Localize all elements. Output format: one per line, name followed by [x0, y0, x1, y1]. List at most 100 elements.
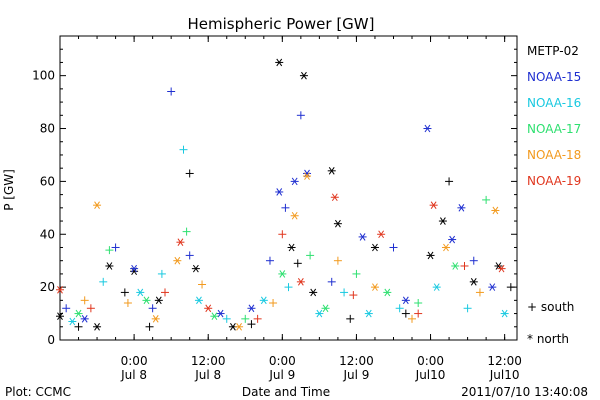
data-point-south	[145, 322, 154, 331]
data-point-south	[389, 243, 398, 252]
data-point-north	[370, 283, 379, 291]
data-point-north	[303, 172, 312, 180]
data-point-south	[198, 280, 207, 289]
chart-title: Hemispheric Power [GW]	[188, 15, 375, 33]
data-point-north	[441, 243, 450, 252]
data-point-south	[349, 291, 358, 300]
data-point-south	[179, 145, 188, 154]
x-tick-label-time: 0:00	[269, 354, 296, 368]
y-axis: 0 20 40 60 80 100	[32, 48, 517, 347]
data-point-south	[463, 304, 472, 313]
data-point-north	[358, 233, 367, 241]
x-tick-label-time: 0:00	[417, 354, 444, 368]
legend-entry: METP-02	[527, 44, 579, 58]
data-point-south	[99, 277, 108, 286]
data-point-south	[80, 296, 89, 305]
y-tick-label: 80	[40, 122, 55, 136]
data-point-north	[93, 201, 102, 209]
data-point-north	[488, 283, 497, 291]
x-tick-label-date: Jul 9	[342, 368, 369, 382]
data-point-north	[296, 278, 305, 286]
data-point-north	[364, 309, 373, 318]
x-tick-label-date: Jul10	[415, 368, 446, 382]
data-point-south	[475, 288, 484, 297]
data-point-north	[448, 235, 457, 244]
data-point-north	[105, 262, 114, 270]
data-point-north	[216, 309, 225, 318]
data-point-south	[469, 256, 478, 265]
data-point-north	[429, 201, 438, 209]
y-tick-label: 20	[40, 280, 55, 294]
data-point-south	[414, 298, 423, 307]
data-point-south	[460, 261, 469, 270]
x-tick-label-time: 12:00	[191, 354, 226, 368]
data-point-north	[469, 278, 478, 286]
data-point-north	[315, 309, 324, 318]
data-point-south	[482, 195, 491, 204]
data-point-south	[293, 259, 302, 268]
data-point-north	[383, 288, 392, 297]
data-point-south	[352, 269, 361, 278]
data-point-south	[241, 314, 250, 323]
data-point-north	[497, 264, 506, 273]
data-point-north	[136, 288, 145, 297]
data-point-north	[309, 288, 318, 297]
data-point-north	[333, 219, 342, 228]
data-point-north	[426, 251, 435, 260]
data-point-north	[191, 264, 200, 273]
data-point-north	[287, 243, 296, 252]
data-points	[56, 58, 515, 331]
plot-frame	[59, 35, 518, 341]
data-point-north	[80, 315, 89, 323]
data-point-south	[284, 283, 293, 292]
data-point-south	[401, 309, 410, 318]
data-point-south	[62, 304, 71, 313]
data-point-north	[210, 312, 219, 320]
data-point-north	[457, 204, 466, 212]
data-point-south	[296, 111, 305, 120]
x-tick-label-date: Jul 8	[194, 368, 221, 382]
data-point-south	[445, 177, 454, 186]
x-tick-label-time: 12:00	[339, 354, 374, 368]
legend-entry: NOAA-15	[527, 70, 581, 84]
data-point-south	[327, 277, 336, 286]
data-point-south	[265, 256, 274, 265]
data-point-north	[68, 317, 77, 326]
data-point-north	[204, 304, 213, 313]
data-point-north	[290, 177, 299, 186]
legend-entry: NOAA-16	[527, 96, 581, 110]
data-point-north	[56, 285, 64, 294]
data-point-south	[222, 314, 231, 323]
data-point-north	[321, 304, 330, 313]
data-point-north	[299, 71, 308, 80]
data-point-north	[451, 262, 460, 270]
data-point-north	[142, 296, 151, 305]
data-point-north	[278, 270, 287, 278]
data-point-north	[176, 238, 185, 246]
data-point-north	[235, 322, 244, 331]
data-point-south	[120, 288, 129, 297]
data-point-south	[123, 298, 132, 307]
legend-entry: NOAA-19	[527, 174, 581, 188]
data-point-north	[370, 243, 379, 252]
legend-south-marker: + south	[527, 300, 574, 314]
data-point-south	[105, 246, 114, 255]
plot-credit: Plot: CCMC	[5, 385, 71, 399]
data-point-north	[56, 312, 64, 320]
y-tick-label: 40	[40, 227, 55, 241]
legend-north-marker: * north	[527, 332, 569, 346]
data-point-north	[377, 230, 386, 239]
data-point-north	[423, 124, 432, 133]
y-axis-label: P [GW]	[2, 169, 16, 211]
x-axis-label: Date and Time	[242, 385, 330, 399]
data-point-north	[290, 211, 299, 220]
data-point-south	[269, 298, 278, 307]
data-point-north	[130, 264, 139, 273]
data-point-south	[160, 288, 169, 297]
data-point-south	[247, 320, 256, 329]
data-point-north	[438, 217, 447, 225]
data-point-south	[278, 230, 287, 239]
data-point-north	[432, 283, 441, 291]
data-point-south	[306, 251, 315, 260]
data-point-south	[506, 283, 515, 292]
